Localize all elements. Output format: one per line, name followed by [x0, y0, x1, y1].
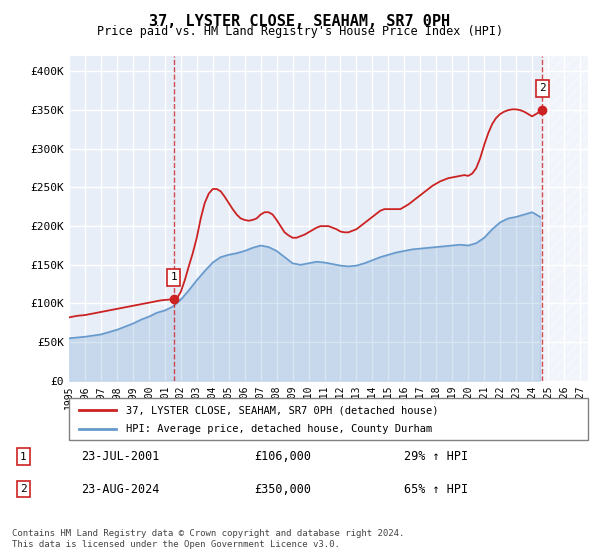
Text: 37, LYSTER CLOSE, SEAHAM, SR7 0PH: 37, LYSTER CLOSE, SEAHAM, SR7 0PH	[149, 14, 451, 29]
Text: 37, LYSTER CLOSE, SEAHAM, SR7 0PH (detached house): 37, LYSTER CLOSE, SEAHAM, SR7 0PH (detac…	[126, 405, 439, 415]
Text: 1: 1	[170, 272, 177, 282]
Text: Price paid vs. HM Land Registry's House Price Index (HPI): Price paid vs. HM Land Registry's House …	[97, 25, 503, 38]
Text: 2: 2	[539, 83, 546, 94]
Text: 29% ↑ HPI: 29% ↑ HPI	[404, 450, 468, 463]
Text: 2: 2	[20, 484, 27, 494]
FancyBboxPatch shape	[69, 398, 588, 440]
Text: HPI: Average price, detached house, County Durham: HPI: Average price, detached house, Coun…	[126, 424, 433, 434]
Text: 23-JUL-2001: 23-JUL-2001	[81, 450, 160, 463]
Bar	[542, 56, 588, 381]
Text: 65% ↑ HPI: 65% ↑ HPI	[404, 483, 468, 496]
Text: 1: 1	[20, 451, 27, 461]
Text: £350,000: £350,000	[254, 483, 311, 496]
Text: £106,000: £106,000	[254, 450, 311, 463]
Text: Contains HM Land Registry data © Crown copyright and database right 2024.
This d: Contains HM Land Registry data © Crown c…	[12, 529, 404, 549]
Text: 23-AUG-2024: 23-AUG-2024	[81, 483, 160, 496]
